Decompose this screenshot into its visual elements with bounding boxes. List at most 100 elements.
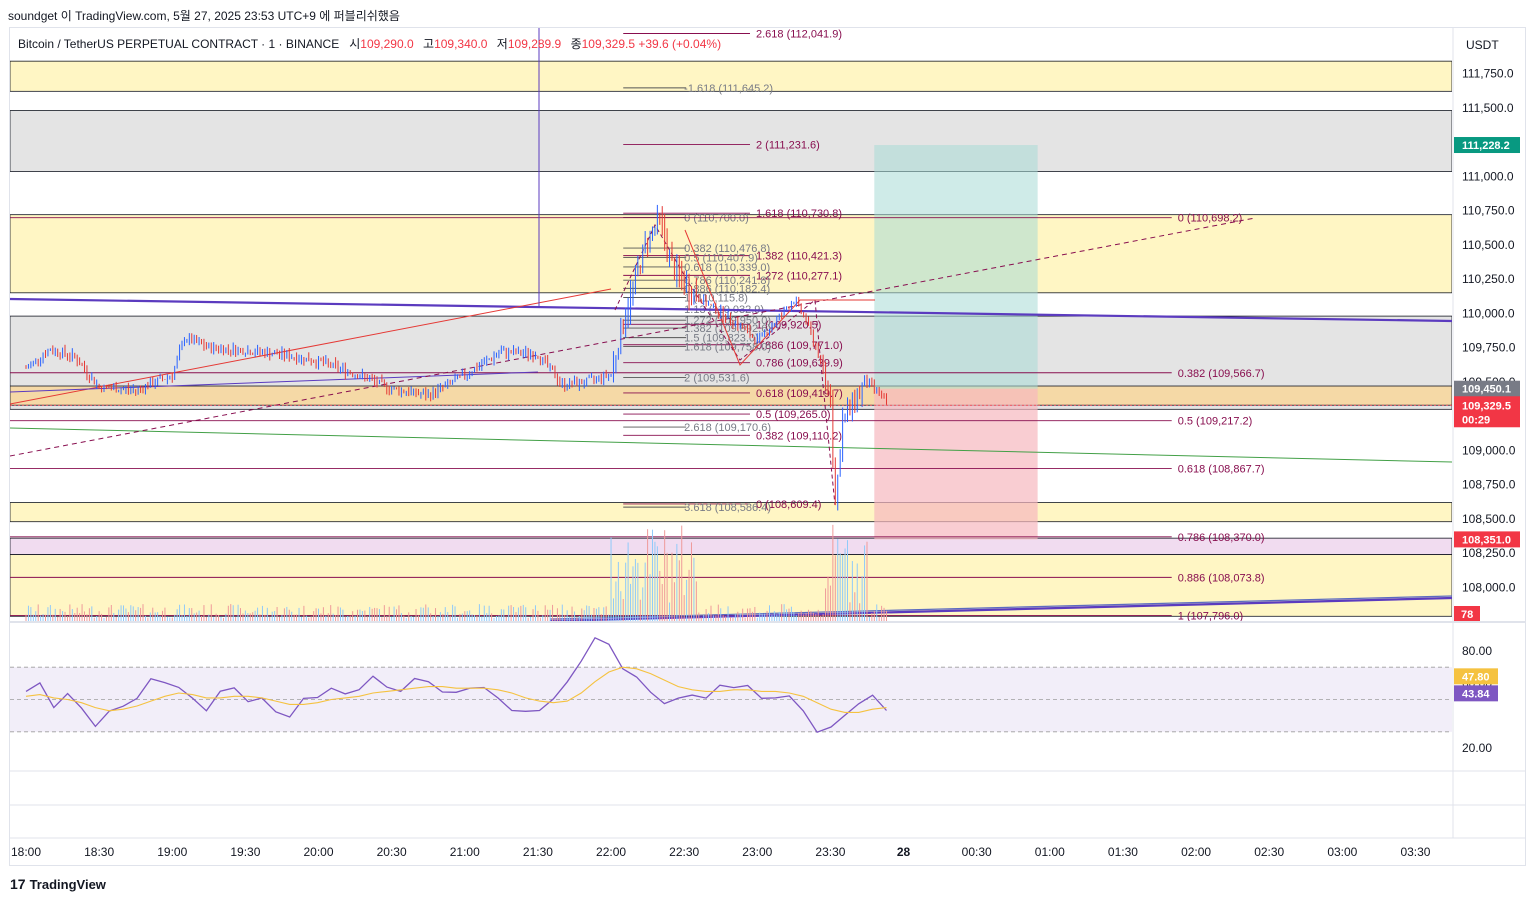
price-badge-label: 109,450.1: [1462, 384, 1511, 396]
trendline: [549, 595, 1452, 620]
rsi-value-label: 47.80: [1462, 671, 1490, 683]
time-tick-label: 22:30: [669, 845, 699, 859]
fib-label: 0.618 (109,419.7): [756, 388, 843, 400]
time-tick-label: 21:30: [523, 845, 553, 859]
fib-label: 0.786 (109,639.9): [756, 358, 843, 370]
fib-label: 3.618 (108,586.4): [684, 502, 771, 514]
trendline: [10, 427, 1452, 463]
zone-rect: [10, 385, 1452, 406]
rsi-value-badge: [1454, 668, 1498, 685]
fib-label: 2.618 (112,041.9): [756, 28, 842, 40]
trendline: [10, 288, 612, 405]
price-tick-label: 111,500.0: [1462, 101, 1514, 115]
close-value: 109,329.5 +39.6 (+0.04%): [581, 37, 722, 51]
rsi-value-badge: [1454, 685, 1498, 702]
dashed-trendline: [10, 217, 1256, 457]
time-tick-label: 22:00: [596, 845, 626, 859]
rsi-pane: [10, 636, 1452, 733]
time-tick-label: 01:30: [1108, 845, 1138, 859]
price-tick-label: 108,750.0: [1462, 478, 1516, 492]
price-tick-label: 109,750.0: [1462, 341, 1516, 355]
price-tick-label: 108,250.0: [1462, 546, 1516, 560]
fib-label: 1.382 (110,421.3): [756, 251, 842, 263]
fib-label: 0.5 (109,265.0): [756, 409, 831, 421]
price-badge: [1454, 531, 1520, 548]
price-tick-label: 108,500.0: [1462, 512, 1516, 526]
fib-label: 2 (111,231.6): [756, 140, 820, 152]
price-badge-label: 108,351.0: [1462, 534, 1511, 546]
time-tick-label: 20:00: [304, 845, 334, 859]
tradingview-brand: TradingView: [29, 876, 106, 892]
price-tick-label: 110,250.0: [1462, 272, 1515, 286]
attribution-text: soundget 이 TradingView.com, 5월 27, 2025 …: [8, 9, 400, 23]
low-value: 109,289.9: [507, 37, 562, 51]
fib-label: 0 (108,609.4): [756, 499, 821, 511]
time-tick-label: 00:30: [962, 845, 992, 859]
fib-label: 0.886 (110,182.4): [684, 283, 770, 295]
fib-label: 0 (110,700.0): [684, 212, 749, 224]
fib-label: 1.272 (110,277.1): [756, 270, 842, 282]
fib-label: 2 (109,531.6): [684, 373, 749, 385]
fib-label: 0.5 (109,217.2): [1178, 416, 1253, 428]
price-tick-label: 110,750.0: [1462, 204, 1515, 218]
high-label: 고: [423, 37, 435, 51]
time-tick-label: 01:00: [1035, 845, 1065, 859]
symbol-name[interactable]: Bitcoin / TetherUS PERPETUAL CONTRACT · …: [18, 37, 340, 51]
time-tick-label: 20:30: [377, 845, 407, 859]
volume-badge: [1454, 606, 1480, 621]
price-badge: [1454, 137, 1520, 154]
price-tick-label: 110,500.0: [1462, 238, 1515, 252]
rsi-line: [25, 636, 887, 733]
fib-label: 1.618 (110,730.8): [756, 208, 842, 220]
fib-label: 0 (110,698.2): [1178, 213, 1243, 225]
fib-label: 0.382 (109,566.7): [1178, 368, 1265, 380]
fib-label: 1 (110,115.8): [684, 292, 748, 304]
price-badge: [1454, 380, 1520, 397]
price-axis-bg: [1453, 28, 1525, 864]
rsi-value-label: 43.84: [1462, 688, 1490, 700]
trendline: [549, 596, 1452, 621]
zone-rect: [10, 214, 1452, 294]
fib-label: 1.5 (109,823.0): [684, 333, 759, 345]
close-label: 종: [570, 37, 582, 51]
price-tick-label: 110,000.0: [1462, 306, 1515, 320]
zone-rect: [10, 502, 1452, 523]
countdown-label: 00:29: [1462, 414, 1490, 426]
time-tick-label: 28: [897, 845, 911, 859]
time-tick-label: 02:00: [1181, 845, 1211, 859]
price-tick-label: 111,000.0: [1462, 169, 1514, 183]
fib-label: 2.618 (109,170.6): [684, 422, 771, 434]
open-label: 시: [349, 37, 361, 51]
price-tick-label: 109,000.0: [1462, 443, 1516, 457]
time-tick-label: 18:30: [84, 845, 114, 859]
high-value: 109,340.0: [434, 37, 488, 51]
volume-badge-label: 78: [1461, 609, 1473, 621]
rsi-tick-label: 20.00: [1462, 741, 1492, 755]
volume-bars: [25, 524, 887, 621]
price-badge-label: 111,228.2: [1462, 140, 1510, 152]
position-stop-zone: [874, 388, 1038, 540]
symbol-legend[interactable]: Bitcoin / TetherUS PERPETUAL CONTRACT · …: [18, 35, 727, 52]
fib-label: 1 (107,796.0): [1178, 610, 1243, 622]
chart-frame: [9, 27, 1526, 866]
rsi-tick-label: 80.00: [1462, 644, 1492, 658]
fib-label: 0.886 (109,771.0): [756, 340, 843, 352]
fib-label: -1.618 (111,645.2): [684, 83, 773, 95]
fib-label: 0.382 (109,110.2): [756, 430, 842, 442]
time-tick-label: 21:00: [450, 845, 480, 859]
time-tick-label: 23:00: [742, 845, 772, 859]
fib-label: 0.382 (110,476.8): [684, 243, 770, 255]
tradingview-logo[interactable]: 17 TradingView: [10, 876, 106, 892]
price-tick-label: 108,000.0: [1462, 581, 1516, 595]
fib-label: 0.618 (110,339.0): [684, 262, 770, 274]
time-tick-label: 03:30: [1400, 845, 1430, 859]
zone-rect: [10, 110, 1452, 172]
zone-rect: [10, 60, 1452, 92]
fib-label: 0.618 (108,867.7): [1178, 464, 1265, 476]
currency-unit-button[interactable]: USDT: [1466, 38, 1499, 52]
time-tick-label: 03:00: [1327, 845, 1357, 859]
time-tick-label: 18:00: [11, 845, 41, 859]
low-label: 저: [496, 37, 508, 51]
tradingview-logo-icon: 17: [10, 876, 26, 892]
